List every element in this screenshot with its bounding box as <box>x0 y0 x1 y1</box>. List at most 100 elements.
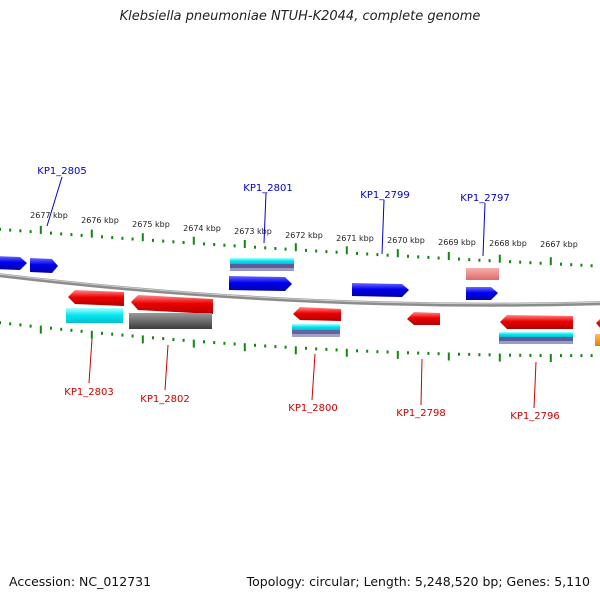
scale-tick-minor <box>539 261 542 265</box>
gene-label[interactable]: KP1_2800 <box>288 403 337 414</box>
gene-feature[interactable] <box>595 334 600 346</box>
scale-tick-minor <box>478 258 481 262</box>
scale-tick-minor <box>458 257 460 261</box>
scale-tick-minor <box>213 341 216 345</box>
gene-label[interactable]: KP1_2798 <box>396 408 445 419</box>
leader-line <box>46 176 63 227</box>
scale-tick-minor <box>19 323 22 327</box>
scale-tick-minor <box>233 244 236 248</box>
scale-tick-minor <box>417 351 420 355</box>
scale-tick-minor <box>131 237 134 241</box>
scale-label: 2668 kbp <box>489 239 527 248</box>
scale-tick-major <box>141 233 144 242</box>
scale-label: 2677 kbp <box>30 211 68 220</box>
scale-tick-minor <box>182 241 185 244</box>
gene-feature[interactable] <box>30 258 58 273</box>
scale-tick-minor <box>70 233 73 237</box>
gene-feature[interactable] <box>68 290 124 306</box>
scale-tick-minor <box>468 258 471 262</box>
scale-label: 2676 kbp <box>81 216 119 225</box>
scale-tick-minor <box>427 255 430 259</box>
scale-label: 2671 kbp <box>336 234 374 243</box>
gene-feature[interactable] <box>129 313 212 329</box>
scale-tick-major <box>243 343 246 352</box>
scale-tick-major <box>345 246 348 255</box>
scale-tick-minor <box>590 264 593 268</box>
gene-feature[interactable] <box>0 256 27 270</box>
scale-tick-minor <box>9 322 12 326</box>
scale-tick-minor <box>570 263 573 267</box>
scale-label: 2673 kbp <box>234 227 272 236</box>
scale-tick-minor <box>570 354 573 358</box>
scale-tick-minor <box>529 353 532 357</box>
gene-feature[interactable] <box>229 276 292 291</box>
scale-tick-major <box>549 354 552 362</box>
gene-label[interactable]: KP1_2805 <box>37 166 86 177</box>
gene-feature[interactable] <box>66 308 123 323</box>
gene-feature[interactable] <box>131 295 213 314</box>
gene-feature[interactable] <box>596 317 600 330</box>
gene-feature[interactable] <box>352 283 409 297</box>
gene-label[interactable]: KP1_2801 <box>243 183 292 194</box>
scale-tick-major <box>447 352 450 361</box>
scale-tick-major <box>192 236 195 245</box>
scale-tick-major <box>39 325 42 334</box>
gene-feature[interactable] <box>292 330 340 334</box>
gene-label[interactable]: KP1_2803 <box>64 387 113 398</box>
gene-feature[interactable] <box>499 341 573 344</box>
scale-tick-minor <box>131 334 134 338</box>
scale-tick-minor <box>60 327 63 331</box>
scale-tick-minor <box>162 337 165 341</box>
scale-tick-major <box>141 335 144 344</box>
gene-feature[interactable] <box>230 258 294 264</box>
gene-feature[interactable] <box>499 337 573 341</box>
scale-tick-major <box>396 249 399 258</box>
scale-tick-major <box>549 257 552 266</box>
gene-label[interactable]: KP1_2797 <box>460 193 509 204</box>
scale-tick-minor <box>203 242 205 246</box>
scale-tick-minor <box>274 247 277 250</box>
scale-tick-minor <box>590 354 593 358</box>
scale-tick-major <box>243 240 246 248</box>
scale-tick-minor <box>325 347 328 351</box>
scale-tick-minor <box>254 343 256 347</box>
scale-label: 2674 kbp <box>183 224 221 233</box>
scale-tick-minor <box>458 352 460 356</box>
scale-tick-minor <box>274 345 277 349</box>
gene-label[interactable]: KP1_2796 <box>510 411 559 422</box>
gene-feature[interactable] <box>292 334 340 337</box>
scale-tick-minor <box>70 328 73 332</box>
gene-feature[interactable] <box>230 268 294 271</box>
scale-tick-minor <box>80 233 83 237</box>
scale-label: 2669 kbp <box>438 238 476 247</box>
scale-tick-minor <box>315 347 318 351</box>
gene-feature[interactable] <box>407 312 440 325</box>
gene-feature[interactable] <box>292 324 340 330</box>
gene-label[interactable]: KP1_2799 <box>360 190 409 201</box>
scale-tick-minor <box>560 354 562 358</box>
scale-tick-major <box>498 353 501 362</box>
scale-tick-minor <box>284 247 287 251</box>
gene-feature[interactable] <box>230 264 294 268</box>
scale-tick-major <box>90 330 93 339</box>
gene-label[interactable]: KP1_2802 <box>140 394 189 405</box>
scale-tick-major <box>39 225 42 234</box>
scale-tick-minor <box>519 353 522 357</box>
gene-feature[interactable] <box>500 315 573 329</box>
scale-tick-minor <box>335 348 338 352</box>
scale-tick-minor <box>101 331 103 335</box>
scale-tick-major <box>447 252 450 260</box>
scale-tick-major <box>294 243 297 252</box>
gene-feature[interactable] <box>499 332 573 337</box>
scale-tick-minor <box>560 262 562 266</box>
scale-tick-minor <box>203 340 205 344</box>
scale-tick-minor <box>152 238 154 242</box>
gene-feature[interactable] <box>293 307 341 321</box>
scale-tick-major <box>498 254 501 263</box>
gene-feature[interactable] <box>466 268 499 280</box>
gene-feature[interactable] <box>466 287 498 300</box>
scale-tick-minor <box>315 249 318 253</box>
scale-tick-minor <box>356 349 358 353</box>
